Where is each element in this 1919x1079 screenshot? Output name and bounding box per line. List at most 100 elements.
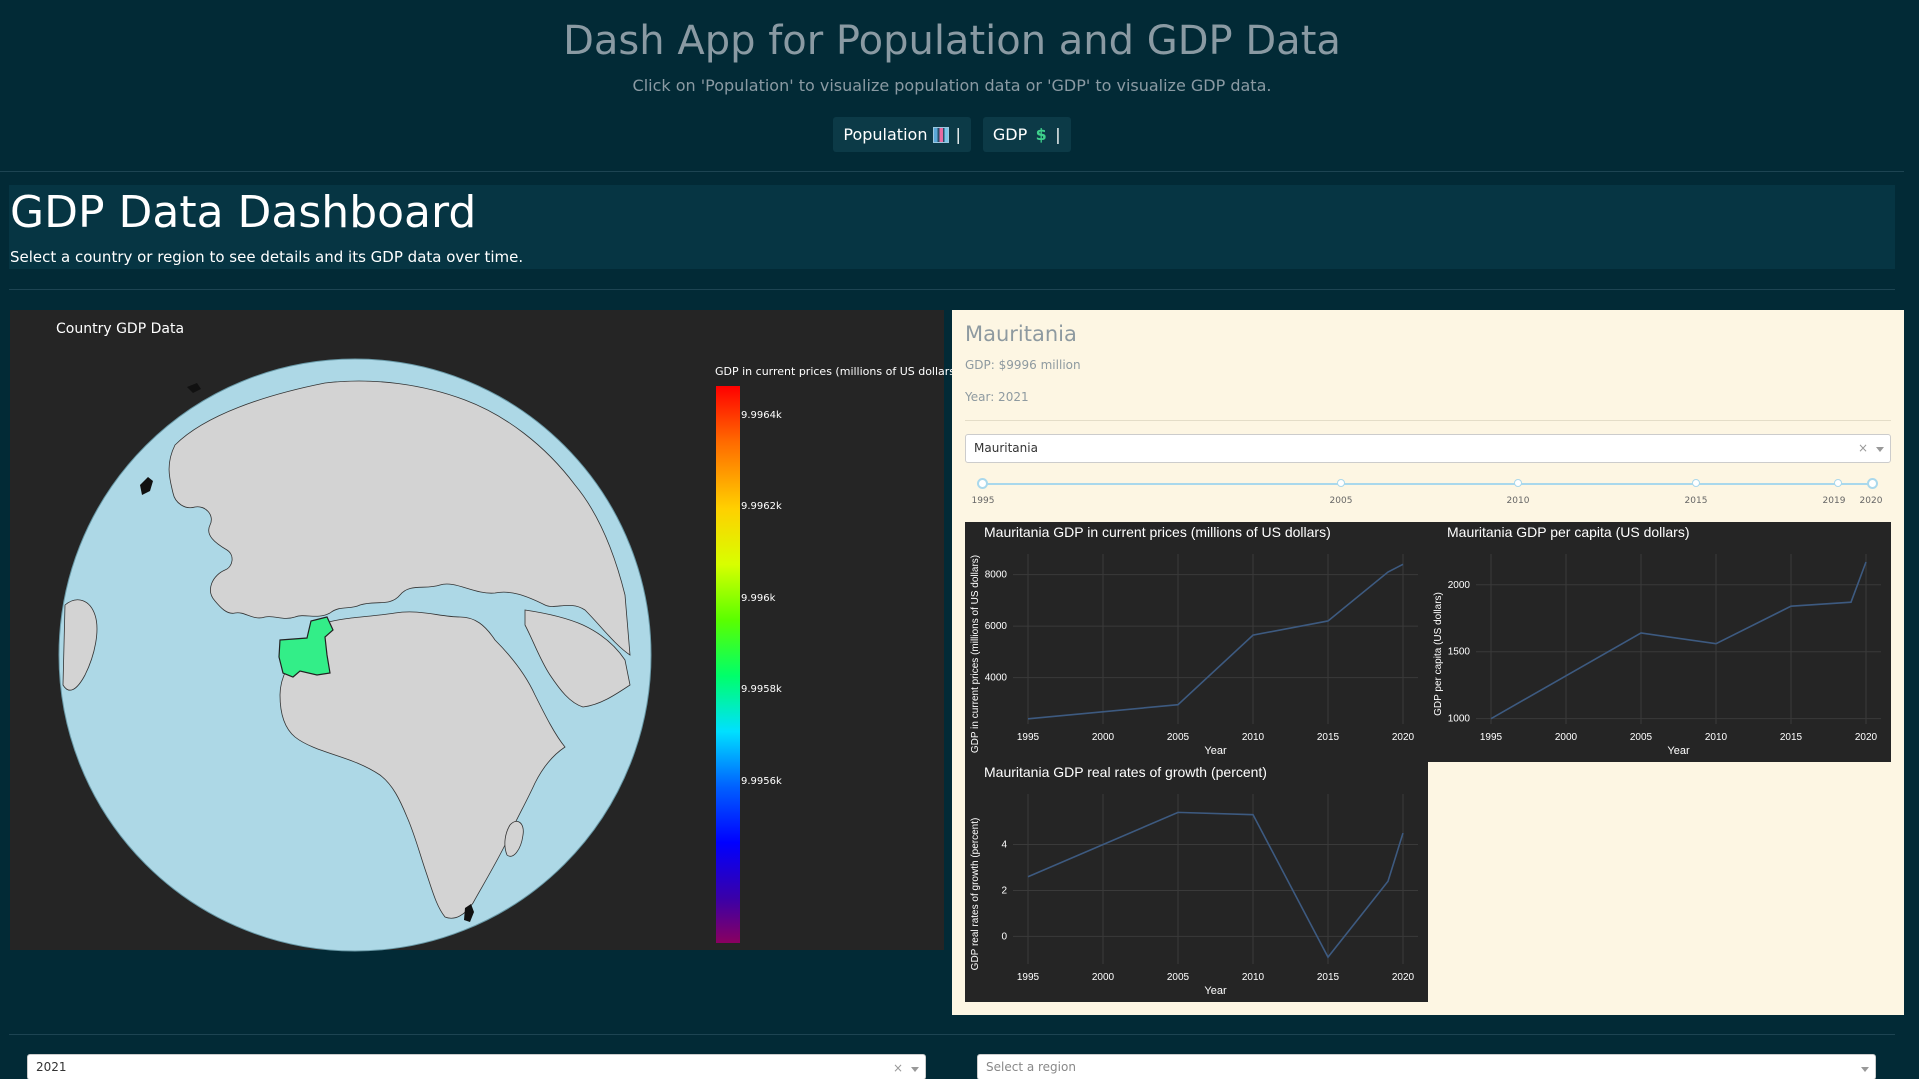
year-dropdown[interactable]: 2021 × <box>27 1054 926 1079</box>
colorbar-tick: 9.9956k <box>741 776 782 787</box>
island-shape <box>464 904 474 922</box>
x-tick-label: 1995 <box>1017 972 1040 983</box>
app-subtitle: Click on 'Population' to visualize popul… <box>632 76 1272 95</box>
chart-title: Mauritania GDP in current prices (millio… <box>984 524 1331 540</box>
y-tick-label: 1000 <box>1448 714 1471 725</box>
x-tick-label: 2005 <box>1167 972 1190 983</box>
y-tick-label: 6000 <box>985 621 1008 632</box>
x-tick-label: 2015 <box>1317 732 1340 743</box>
americas-land[interactable] <box>62 599 98 691</box>
slider-label: 2015 <box>1684 496 1708 506</box>
colorbar-title: GDP in current prices (millions of US do… <box>715 365 960 378</box>
x-tick-label: 1995 <box>1017 732 1040 743</box>
country-dropdown-value: Mauritania <box>974 441 1038 455</box>
y-axis-label: GDP in current prices (millions of US do… <box>970 555 981 753</box>
arabia-land[interactable] <box>524 609 631 708</box>
globe-map[interactable] <box>55 355 655 955</box>
x-tick-label: 2005 <box>1630 732 1653 743</box>
madagascar-land[interactable] <box>504 821 524 857</box>
y-tick-label: 8000 <box>985 570 1008 581</box>
panel-divider <box>965 420 1891 421</box>
chevron-down-icon[interactable] <box>911 1067 919 1072</box>
x-tick-label: 2010 <box>1705 732 1728 743</box>
slider-handle-start[interactable] <box>977 478 988 489</box>
y-tick-label: 4000 <box>985 673 1008 684</box>
region-dropdown-placeholder: Select a region <box>986 1060 1076 1074</box>
series-line <box>1027 563 1404 720</box>
year-slider[interactable] <box>981 483 1877 485</box>
colorbar-tick: 9.9964k <box>741 410 782 421</box>
slider-label: 1995 <box>971 496 995 506</box>
y-tick-label: 1500 <box>1448 647 1471 658</box>
series-line <box>1490 561 1867 720</box>
dollar-icon: $ <box>1035 124 1047 144</box>
y-axis-label: GDP per capita (US dollars) <box>1433 592 1444 716</box>
year-dropdown-value: 2021 <box>36 1060 67 1074</box>
clear-icon[interactable]: × <box>1857 441 1868 455</box>
gdp-button[interactable]: GDP $ | <box>982 117 1071 152</box>
colorbar-tick: 9.996k <box>741 593 776 604</box>
y-tick-label: 2000 <box>1448 580 1471 591</box>
colorbar <box>716 386 740 943</box>
x-tick-label: 2000 <box>1555 732 1578 743</box>
country-name: Mauritania <box>965 322 1077 346</box>
x-tick-label: 2020 <box>1392 732 1415 743</box>
population-label: Population <box>843 125 928 144</box>
chevron-down-icon[interactable] <box>1861 1067 1869 1072</box>
slider-mark[interactable] <box>1337 479 1345 487</box>
map-title: Country GDP Data <box>56 321 185 337</box>
population-button[interactable]: Population | <box>833 117 971 152</box>
section-divider <box>9 1034 1895 1035</box>
slider-label: 2020 <box>1859 496 1883 506</box>
x-axis-label: Year <box>1667 745 1690 757</box>
dashboard-subtitle: Select a country or region to see detail… <box>10 248 524 266</box>
mauritania-region[interactable] <box>278 616 334 678</box>
gdp-current-svg[interactable]: Mauritania GDP in current prices (millio… <box>965 522 1428 762</box>
gdp-current-chart[interactable]: Mauritania GDP in current prices (millio… <box>965 522 1428 762</box>
slider-mark[interactable] <box>1692 479 1700 487</box>
x-tick-label: 2020 <box>1855 732 1878 743</box>
dashboard-title: GDP Data Dashboard <box>10 187 477 238</box>
bar-chart-icon <box>933 126 950 143</box>
slider-label: 2010 <box>1506 496 1530 506</box>
x-tick-label: 2010 <box>1242 732 1265 743</box>
colorbar-tick: 9.9958k <box>741 684 782 695</box>
gdp-per-capita-svg[interactable]: Mauritania GDP per capita (US dollars) 19… <box>1428 522 1891 762</box>
gdp-growth-svg[interactable]: Mauritania GDP real rates of growth (per… <box>965 762 1428 1002</box>
x-tick-label: 2010 <box>1242 972 1265 983</box>
clear-icon[interactable]: × <box>892 1061 903 1075</box>
country-gdp: GDP: $9996 million <box>965 358 1081 372</box>
x-tick-label: 2000 <box>1092 732 1115 743</box>
slider-handle-end[interactable] <box>1867 478 1878 489</box>
x-tick-label: 2000 <box>1092 972 1115 983</box>
gdp-label: GDP <box>992 125 1028 144</box>
country-year: Year: 2021 <box>965 390 1029 404</box>
island-shape <box>140 477 153 495</box>
chevron-down-icon[interactable] <box>1876 447 1884 452</box>
slider-label: 2019 <box>1822 496 1846 506</box>
nav-separator: | <box>1055 125 1061 144</box>
y-tick-label: 4 <box>1001 840 1007 851</box>
slider-label: 2005 <box>1329 496 1353 506</box>
nav-separator: | <box>955 125 961 144</box>
island-shape <box>187 383 201 393</box>
x-axis-label: Year <box>1204 985 1227 997</box>
map-panel[interactable]: Country GDP Data GDP in current prices (… <box>10 310 959 952</box>
slider-mark[interactable] <box>1834 479 1842 487</box>
nav-bar: Population | GDP $ | <box>0 117 1904 152</box>
country-dropdown[interactable]: Mauritania × <box>965 434 1891 463</box>
chart-title: Mauritania GDP per capita (US dollars) <box>1447 524 1690 540</box>
y-tick-label: 0 <box>1001 931 1007 942</box>
colorbar-tick: 9.9962k <box>741 501 782 512</box>
gdp-growth-chart[interactable]: Mauritania GDP real rates of growth (per… <box>965 762 1428 1002</box>
app-header: Dash App for Population and GDP Data Cli… <box>0 0 1904 172</box>
x-tick-label: 2015 <box>1780 732 1803 743</box>
slider-mark[interactable] <box>1514 479 1522 487</box>
x-axis-label: Year <box>1204 745 1227 757</box>
eurasia-land[interactable] <box>168 380 631 656</box>
region-dropdown[interactable]: Select a region <box>977 1054 1876 1079</box>
x-tick-label: 1995 <box>1480 732 1503 743</box>
gdp-per-capita-chart[interactable]: Mauritania GDP per capita (US dollars) 19… <box>1428 522 1891 762</box>
x-tick-label: 2005 <box>1167 732 1190 743</box>
detail-panel: Mauritania GDP: $9996 million Year: 2021… <box>952 310 1904 1015</box>
